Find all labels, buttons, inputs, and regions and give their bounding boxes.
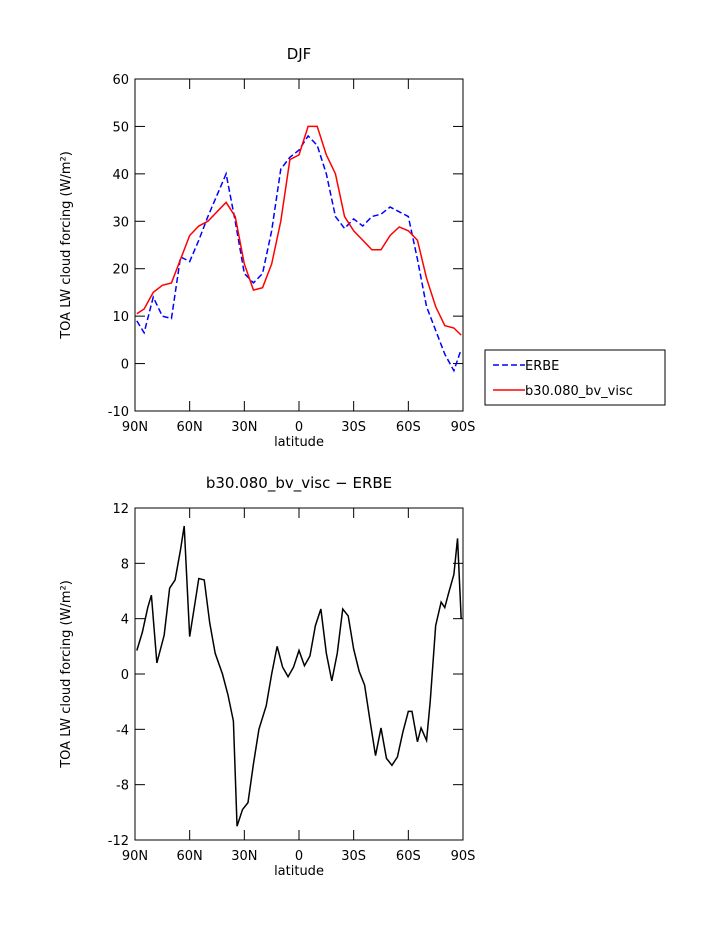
x-tick-label: 90N: [122, 849, 148, 864]
data-line: [136, 525, 462, 827]
x-tick-label: 30N: [231, 849, 257, 864]
y-tick-label: 0: [121, 358, 129, 373]
legend-label: ERBE: [525, 359, 559, 374]
y-tick-label: 30: [112, 215, 129, 230]
x-tick-label: 90S: [451, 849, 476, 864]
legend-box: [484, 349, 666, 406]
y-tick-label: 20: [112, 263, 129, 278]
x-tick-label: 0: [295, 849, 303, 864]
y-tick-label: 8: [121, 557, 129, 572]
x-tick-label: 60N: [177, 849, 203, 864]
y-tick-label: -10: [108, 405, 129, 420]
plot-frame: [134, 78, 464, 412]
x-tick-label: 0: [295, 420, 303, 435]
x-tick-label: 30N: [231, 420, 257, 435]
y-tick-label: -12: [108, 834, 129, 849]
x-tick-label: 90S: [451, 420, 476, 435]
y-tick-label: 10: [112, 310, 129, 325]
data-line: [136, 125, 462, 336]
x-tick-label: 30S: [341, 849, 366, 864]
y-tick-label: 50: [112, 120, 129, 135]
y-tick-label: 0: [121, 668, 129, 683]
y-tick-label: -4: [116, 723, 129, 738]
y-axis-label: TOA LW cloud forcing (W/m²): [59, 151, 74, 340]
x-tick-label: 60N: [177, 420, 203, 435]
chart-title: DJF: [287, 45, 312, 63]
y-tick-label: 12: [112, 502, 129, 517]
y-tick-label: 40: [112, 168, 129, 183]
x-axis-label: latitude: [274, 435, 324, 450]
y-axis-label: TOA LW cloud forcing (W/m²): [59, 580, 74, 769]
x-tick-label: 60S: [396, 420, 421, 435]
data-line: [136, 134, 462, 373]
x-tick-label: 30S: [341, 420, 366, 435]
y-tick-label: 60: [112, 73, 129, 88]
x-tick-label: 90N: [122, 420, 148, 435]
plot-frame: [134, 507, 464, 841]
y-tick-label: 4: [121, 613, 129, 628]
x-axis-label: latitude: [274, 864, 324, 879]
legend-label: b30.080_bv_visc: [525, 384, 633, 399]
y-tick-label: -8: [116, 779, 129, 794]
x-tick-label: 60S: [396, 849, 421, 864]
chart-title: b30.080_bv_visc − ERBE: [206, 474, 392, 493]
